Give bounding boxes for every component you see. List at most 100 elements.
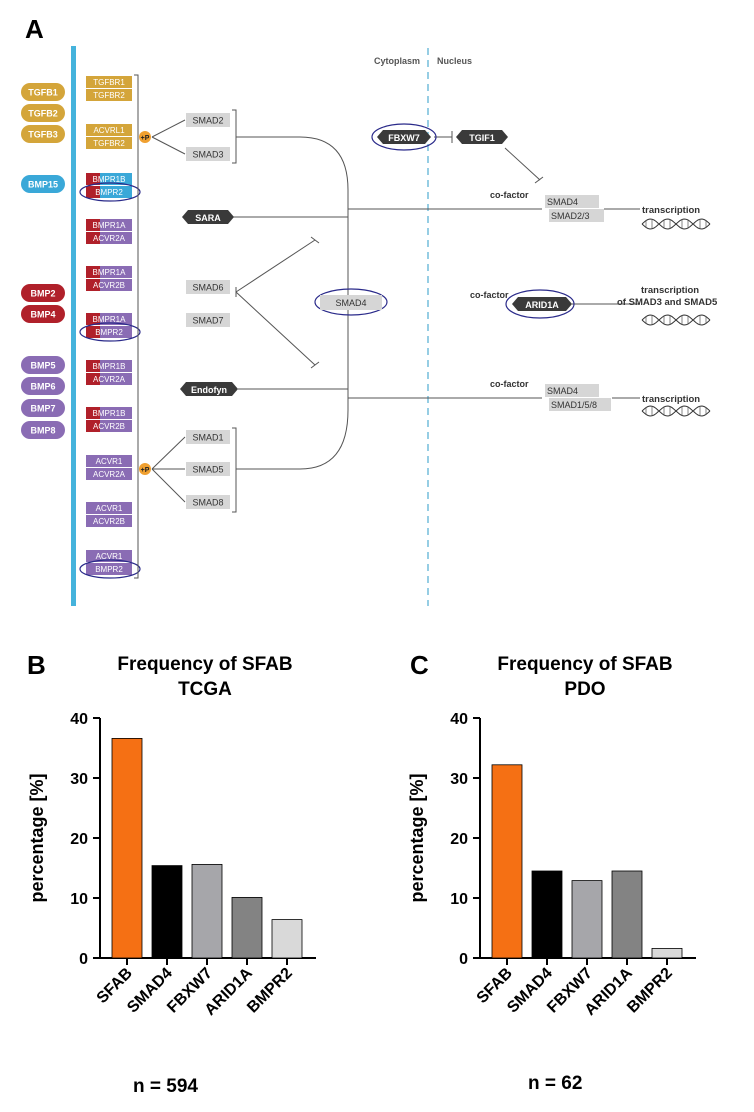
svg-text:SMAD6: SMAD6 (192, 283, 223, 293)
svg-text:ACVR2B: ACVR2B (93, 517, 125, 526)
svg-text:Endofyn: Endofyn (191, 385, 227, 395)
svg-text:SMAD4: SMAD4 (547, 386, 578, 396)
bmpr2-highlight-circle (79, 559, 141, 579)
svg-text:BMP2: BMP2 (30, 289, 55, 299)
bar-sfab (491, 764, 523, 959)
svg-text:BMP15: BMP15 (28, 180, 58, 190)
ligand-bmp6: BMP6 (21, 377, 65, 395)
sara-node: SARA (182, 210, 234, 224)
ligand-bmp8: BMP8 (21, 421, 65, 439)
smad4-central-label: SMAD4 (335, 298, 366, 308)
bar-bmpr2 (271, 919, 303, 959)
y-axis-label: percentage [%] (27, 773, 47, 902)
svg-text:FBXW7: FBXW7 (388, 133, 420, 143)
svg-text:SARA: SARA (195, 213, 221, 223)
sample-size-tcga: n = 594 (133, 1076, 198, 1097)
svg-text:BMPR1A: BMPR1A (93, 268, 127, 277)
svg-text:ACVR2B: ACVR2B (93, 281, 125, 290)
bar-fbxw7 (191, 863, 223, 959)
y-tick-label: 20 (70, 831, 88, 848)
svg-text:BMP6: BMP6 (30, 382, 55, 392)
bar-sfab (111, 738, 143, 959)
receptor-bracket (134, 74, 139, 579)
receptor-pair: BMPR1A ACVR2B (86, 266, 132, 291)
panel-letter-b: B (27, 650, 46, 680)
y-tick-label: 20 (450, 831, 468, 848)
receptor-pair: TGFBR1 TGFBR2 (86, 76, 132, 101)
svg-text:BMP4: BMP4 (30, 310, 55, 320)
svg-text:SMAD1/5/8: SMAD1/5/8 (551, 400, 597, 410)
ligand-bmp2: BMP2 (21, 284, 65, 302)
sample-size-pdo: n = 62 (528, 1073, 583, 1094)
endofyn-node: Endofyn (180, 382, 238, 396)
svg-text:TGFB1: TGFB1 (28, 88, 58, 98)
svg-text:BMPR2: BMPR2 (95, 328, 123, 337)
dna-helix-icon (641, 218, 711, 230)
receptor-pair: BMPR1B BMPR2 (86, 173, 132, 198)
svg-text:ACVR1: ACVR1 (96, 552, 123, 561)
svg-text:TGFB2: TGFB2 (28, 109, 58, 119)
chart-title-line: Frequency of SFAB (117, 654, 292, 675)
panel-letter-a: A (25, 14, 44, 44)
transcription-label-2b: of SMAD3 and SMAD5 (617, 297, 718, 308)
bar-chart-pdo: Frequency of SFAB PDO percentage [%] 0 10 20 3… (407, 654, 696, 1019)
dna-helix-icon (641, 405, 711, 417)
svg-text:ACVR1: ACVR1 (96, 504, 123, 513)
dna-helix-icon (641, 314, 711, 326)
receptor-pair: BMPR1B ACVR2A (86, 360, 132, 385)
svg-text:TGFBR2: TGFBR2 (93, 91, 125, 100)
y-axis-label: percentage [%] (407, 773, 427, 902)
cofactor-label-3: co-factor (490, 379, 529, 389)
smad4-central-box (320, 295, 382, 310)
svg-text:+P: +P (141, 135, 150, 142)
svg-text:SMAD7: SMAD7 (192, 316, 223, 326)
svg-text:ACVR2A: ACVR2A (93, 375, 126, 384)
receptor-pair: ACVR1 ACVR2A (86, 455, 132, 480)
complex-smad4-smad23: SMAD4 SMAD2/3 (545, 195, 604, 222)
svg-text:TGFB3: TGFB3 (28, 130, 58, 140)
transcription-label-2a: transcription (641, 285, 699, 296)
smad4-highlight-circle (314, 288, 388, 316)
svg-text:BMP5: BMP5 (30, 361, 55, 371)
svg-text:BMPR1B: BMPR1B (93, 175, 126, 184)
svg-text:SMAD5: SMAD5 (192, 465, 223, 475)
svg-text:SMAD2/3: SMAD2/3 (551, 211, 590, 221)
ligand-bmp4: BMP4 (21, 305, 65, 323)
bar-chart-tcga: Frequency of SFAB TCGA percentage [%] 0 10 20… (27, 654, 316, 1019)
svg-text:BMP7: BMP7 (30, 404, 55, 414)
svg-text:SMAD2: SMAD2 (192, 116, 223, 126)
receptor-pair: ACVRL1 TGFBR2 (86, 124, 132, 149)
smad6-box: SMAD6 (186, 280, 230, 294)
nucleus-label: Nucleus (437, 56, 472, 66)
cofactor-label-2: co-factor (470, 290, 509, 300)
ligand-tgfb3: TGFB3 (21, 125, 65, 143)
ligand-bmp7: BMP7 (21, 399, 65, 417)
svg-text:ACVR2B: ACVR2B (93, 422, 125, 431)
receptor-pair: BMPR1B ACVR2B (86, 407, 132, 432)
svg-text:TGFBR1: TGFBR1 (93, 78, 125, 87)
bar-bmpr2 (651, 947, 683, 959)
svg-text:TGFBR2: TGFBR2 (93, 139, 125, 148)
y-tick-label: 30 (450, 771, 468, 788)
y-tick-label: 40 (70, 711, 88, 728)
bar-smad4 (531, 870, 563, 959)
bar-smad4 (151, 865, 183, 959)
bar-arid1a (231, 896, 263, 959)
svg-text:SMAD4: SMAD4 (547, 197, 578, 207)
y-tick-label: 0 (459, 951, 468, 968)
x-tick-label: BMPR2 (624, 965, 676, 1017)
svg-text:SMAD1: SMAD1 (192, 433, 223, 443)
smad2-box: SMAD2 (186, 113, 230, 127)
y-tick-label: 40 (450, 711, 468, 728)
chart-title-line: PDO (564, 679, 605, 700)
smad8-box: SMAD8 (186, 495, 230, 509)
svg-text:BMPR1B: BMPR1B (93, 409, 126, 418)
svg-text:SMAD3: SMAD3 (192, 150, 223, 160)
y-tick-label: 10 (70, 891, 88, 908)
phospho-marker-bottom: +P (139, 463, 151, 475)
bar-arid1a (611, 870, 643, 959)
chart-title-line: Frequency of SFAB (497, 654, 672, 675)
svg-text:+P: +P (141, 467, 150, 474)
y-tick-label: 30 (70, 771, 88, 788)
signaling-pathway-diagram: Cytoplasm Nucleus TGFB1 TGFB2 TGFB3 BMP15 BM… (21, 46, 718, 606)
